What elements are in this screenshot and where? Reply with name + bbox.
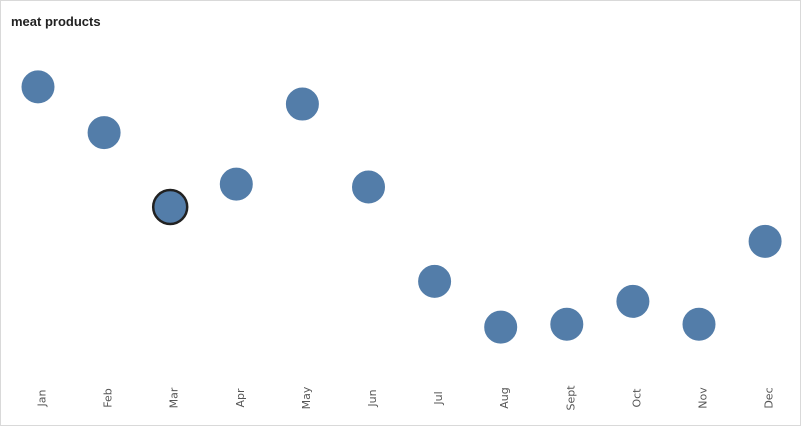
data-point-feb[interactable] xyxy=(86,115,122,151)
data-point-sept[interactable] xyxy=(549,306,585,342)
x-tick-label-nov: Nov xyxy=(697,387,710,409)
x-tick-label-aug: Aug xyxy=(498,387,511,408)
data-point-mar[interactable] xyxy=(151,188,189,226)
x-tick-label-jul: Jul xyxy=(432,391,445,405)
x-tick-label-dec: Dec xyxy=(763,387,776,408)
data-point-aug[interactable] xyxy=(483,309,519,345)
x-tick-label-jan: Jan xyxy=(36,389,49,407)
data-point-jun[interactable] xyxy=(351,169,386,205)
data-point-nov[interactable] xyxy=(681,306,717,342)
x-tick-label-oct: Oct xyxy=(630,388,643,408)
data-point-dec[interactable] xyxy=(747,223,783,259)
data-point-apr[interactable] xyxy=(218,166,254,202)
x-tick-label-jun: Jun xyxy=(366,389,379,407)
data-point-jul[interactable] xyxy=(417,263,453,299)
x-tick-label-may: May xyxy=(300,386,313,409)
x-tick-label-apr: Apr xyxy=(234,388,247,408)
x-tick-label-feb: Feb xyxy=(102,388,115,407)
data-point-jan[interactable] xyxy=(20,69,56,105)
x-tick-label-sept: Sept xyxy=(564,385,577,411)
data-point-may[interactable] xyxy=(284,86,320,122)
x-tick-label-mar: Mar xyxy=(168,387,181,408)
chart-title: meat products xyxy=(11,14,101,29)
data-point-oct[interactable] xyxy=(615,283,651,319)
